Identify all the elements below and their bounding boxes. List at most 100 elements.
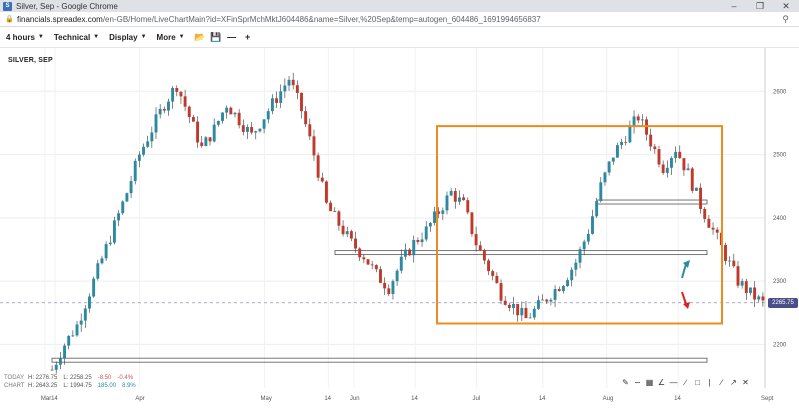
candle-body bbox=[108, 242, 112, 245]
candle-body bbox=[54, 364, 58, 370]
candle-body bbox=[187, 106, 191, 118]
x-tick-label: Jun bbox=[350, 396, 360, 402]
candle-body bbox=[624, 141, 628, 143]
chart-grid bbox=[0, 48, 766, 388]
display-dropdown[interactable]: Display ▼ bbox=[109, 33, 146, 42]
x-tick-label: Jul bbox=[472, 396, 480, 402]
candle-body bbox=[532, 308, 536, 318]
candle-body bbox=[578, 249, 582, 263]
x-tick-label: 14 bbox=[674, 396, 681, 402]
folder-open-icon[interactable]: 📂 bbox=[194, 31, 206, 42]
candle-body bbox=[354, 238, 357, 249]
minimize-icon[interactable]: – bbox=[731, 1, 737, 11]
zoom-in-icon[interactable]: + bbox=[244, 32, 251, 42]
info-row-chart: CHART H: 2643.25 L: 1994.75 185.00 8.9% bbox=[4, 382, 142, 390]
candle-body bbox=[250, 126, 254, 133]
candle-body bbox=[420, 239, 424, 243]
candle-body bbox=[279, 91, 283, 103]
x-tick-label: 14 bbox=[324, 396, 331, 402]
candle-body bbox=[79, 320, 83, 325]
trend-line-icon[interactable]: ∕ bbox=[684, 378, 687, 387]
candle-body bbox=[545, 299, 549, 302]
candle-body bbox=[715, 229, 719, 233]
address-bar[interactable]: 🔒 financials.spreadex.com /en-GB/Home/Li… bbox=[0, 12, 799, 27]
today-low: L: 2258.25 bbox=[63, 375, 92, 381]
candle-body bbox=[482, 249, 486, 261]
candle-body bbox=[674, 151, 678, 159]
candle-body bbox=[129, 181, 133, 194]
candle-body bbox=[246, 126, 249, 132]
candle-body bbox=[362, 257, 366, 260]
more-dropdown[interactable]: More ▼ bbox=[157, 33, 185, 42]
candle-body bbox=[370, 264, 374, 266]
candle-body bbox=[682, 158, 686, 171]
close-icon[interactable]: ✕ bbox=[782, 0, 790, 11]
candle-body bbox=[657, 149, 661, 165]
lock-icon[interactable]: 🔒 bbox=[5, 16, 14, 23]
arrow-icon[interactable]: ↗ bbox=[730, 378, 737, 387]
y-tick-label: 2600 bbox=[773, 89, 787, 95]
vertical-line-icon[interactable]: | bbox=[708, 378, 711, 387]
x-tick-label: Apr bbox=[135, 396, 144, 402]
candle-body bbox=[561, 286, 565, 292]
candle-body bbox=[528, 317, 532, 319]
sr-level-zone bbox=[334, 250, 708, 256]
y-tick-label: 2400 bbox=[773, 216, 787, 222]
candle-body bbox=[83, 308, 87, 321]
up-arrow-icon bbox=[681, 260, 690, 279]
candle-body bbox=[191, 117, 195, 122]
chart-high: H: 2643.25 bbox=[28, 383, 58, 389]
pencil-icon[interactable]: ✎ bbox=[622, 378, 629, 387]
zoom-icon[interactable]: ⚲ bbox=[782, 14, 789, 24]
candle-body bbox=[92, 278, 96, 297]
price-info-panel: TODAY H: 2276.75 L: 2258.25 -8.50 -0.4% … bbox=[4, 374, 142, 390]
candle-body bbox=[520, 307, 524, 316]
candle-body bbox=[599, 182, 603, 202]
candle-body bbox=[632, 116, 636, 127]
candle-body bbox=[379, 269, 382, 283]
candle-body bbox=[158, 108, 162, 115]
save-icon[interactable]: 💾 bbox=[210, 31, 222, 42]
today-label: TODAY bbox=[4, 375, 25, 381]
candle-body bbox=[466, 200, 470, 213]
candle-body bbox=[591, 216, 594, 234]
candle-body bbox=[71, 335, 75, 337]
instrument-label: SILVER, SEP bbox=[8, 57, 53, 64]
rectangle-icon[interactable]: □ bbox=[695, 378, 700, 387]
candle-body bbox=[324, 181, 328, 203]
candle-body bbox=[162, 108, 166, 111]
zoom-out-icon[interactable]: — bbox=[227, 32, 237, 42]
candle-body bbox=[516, 304, 520, 316]
grid-icon[interactable]: ▦ bbox=[645, 378, 654, 387]
candle-body bbox=[611, 157, 615, 162]
restore-icon[interactable]: ❐ bbox=[755, 0, 765, 11]
clear-icon[interactable]: ✕ bbox=[742, 378, 749, 387]
brush-icon[interactable]: ∕ bbox=[720, 378, 723, 387]
chevron-down-icon: ▼ bbox=[178, 34, 185, 40]
candle-body bbox=[703, 208, 707, 219]
candle-body bbox=[287, 79, 291, 86]
x-tick-label: Aug bbox=[603, 396, 614, 402]
candle-body bbox=[295, 85, 299, 93]
url-host: financials.spreadex.com bbox=[17, 14, 103, 24]
chevron-down-icon: ▼ bbox=[140, 34, 147, 40]
candle-body bbox=[636, 116, 640, 121]
curve-icon[interactable]: ∽ bbox=[634, 378, 641, 387]
candle-body bbox=[137, 154, 141, 161]
price-chart[interactable]: 2200 2300 2400 2500 2600 Mar 14 Apr May 14 Jun 14 Ju… bbox=[0, 48, 799, 408]
candle-body bbox=[241, 125, 245, 132]
candle-body bbox=[154, 114, 158, 133]
info-row-today: TODAY H: 2276.75 L: 2258.25 -8.50 -0.4% bbox=[4, 374, 142, 382]
candle-body bbox=[649, 134, 653, 147]
technical-dropdown[interactable]: Technical ▼ bbox=[54, 33, 99, 42]
candle-body bbox=[403, 249, 407, 257]
candle-body bbox=[146, 141, 150, 147]
candle-body bbox=[503, 300, 507, 305]
candle-body bbox=[686, 168, 690, 171]
timeframe-label: 4 hours bbox=[6, 32, 35, 42]
horizontal-line-icon[interactable]: — bbox=[669, 378, 678, 387]
candle-body bbox=[678, 151, 682, 159]
timeframe-dropdown[interactable]: 4 hours ▼ bbox=[6, 33, 44, 42]
fan-icon[interactable]: ∠ bbox=[657, 378, 666, 387]
